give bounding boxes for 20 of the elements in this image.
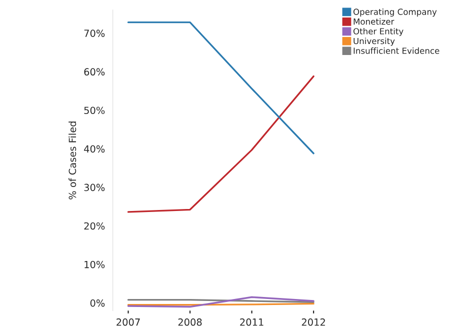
legend-label: Other Entity	[353, 28, 404, 36]
x-tick-label: 2012	[302, 318, 325, 326]
y-tick-label: 50%	[84, 106, 105, 114]
x-tick-label: 2008	[178, 318, 202, 326]
y-tick-label: 0%	[90, 299, 105, 307]
legend-label: Operating Company	[353, 8, 437, 17]
y-axis-title: % of Cases Filed	[68, 122, 76, 200]
legend-label: Insufficient Evidence	[354, 47, 440, 54]
y-tick-label: 40%	[84, 145, 105, 153]
y-tick-label: 70%	[84, 30, 105, 37]
line-series	[127, 75, 314, 213]
legend-label: University	[354, 38, 395, 46]
y-tick-label: 60%	[84, 68, 105, 76]
x-tick-label: 2007	[116, 318, 140, 326]
legend-label: Monetizer	[354, 18, 394, 25]
x-tick-label: 2011	[240, 318, 264, 326]
y-tick-label: 30%	[84, 184, 105, 192]
y-tick-label: 20%	[84, 222, 105, 230]
y-tick-label: 10%	[84, 260, 105, 268]
line-series	[127, 296, 314, 308]
